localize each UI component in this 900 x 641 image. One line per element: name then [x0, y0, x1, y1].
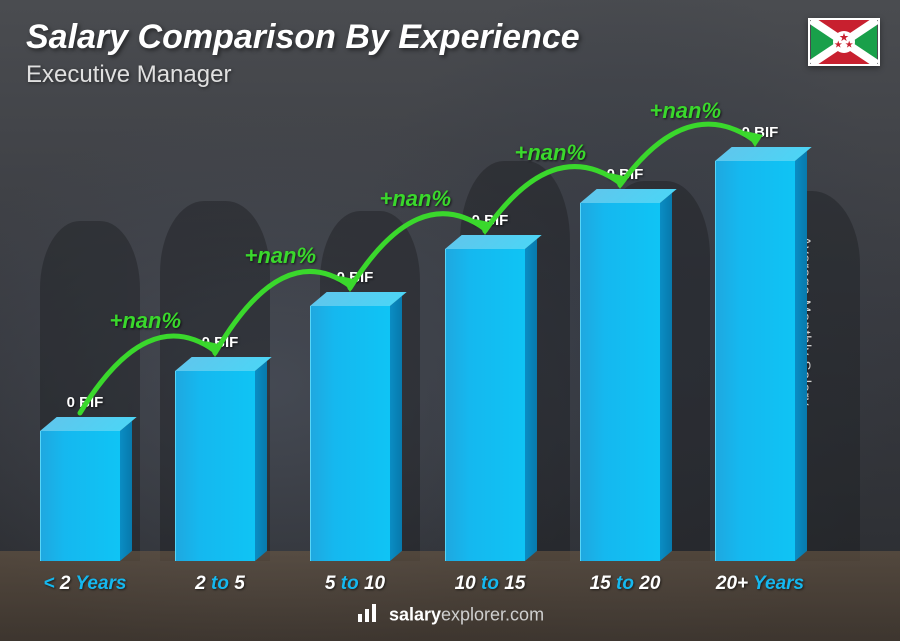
- bar-category-label: 5 to 10: [285, 573, 425, 595]
- page-title: Salary Comparison By Experience: [26, 18, 874, 57]
- increase-arrow: [30, 140, 840, 561]
- footer-attribution: salaryexplorer.com: [0, 602, 900, 629]
- bar-category-label: 15 to 20: [555, 573, 695, 595]
- country-flag: [808, 18, 880, 66]
- footer-brand: salary: [389, 604, 441, 624]
- chart-area: 0 BIF< 2 Years0 BIF2 to 50 BIF5 to 100 B…: [30, 140, 840, 561]
- bar-category-label: 2 to 5: [150, 573, 290, 595]
- bar-category-label: 20+ Years: [690, 573, 830, 595]
- header: Salary Comparison By Experience Executiv…: [26, 18, 874, 89]
- page-subtitle: Executive Manager: [26, 61, 874, 89]
- bar-category-label: 10 to 15: [420, 573, 560, 595]
- bar-category-label: < 2 Years: [15, 573, 155, 595]
- footer-domain: explorer.com: [441, 604, 544, 624]
- percent-increase-label: +nan%: [650, 98, 722, 124]
- logo-icon: [356, 602, 378, 629]
